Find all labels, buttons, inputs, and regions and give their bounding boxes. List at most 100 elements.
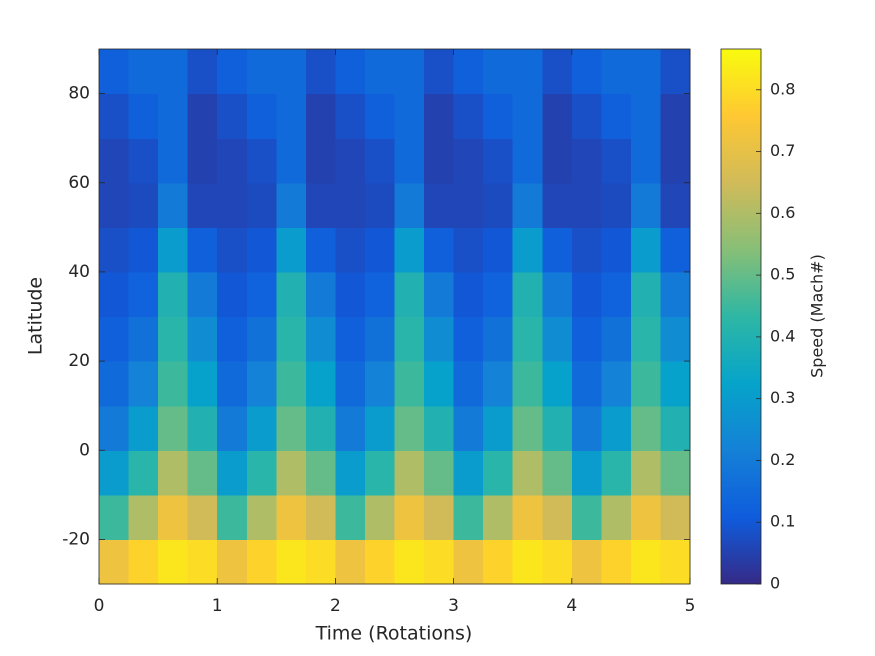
heatmap-cell [217, 405, 248, 451]
y-tick-label: 60 [68, 173, 90, 193]
heatmap-cell [364, 450, 396, 496]
heatmap-cell [99, 494, 130, 541]
heatmap-cell [424, 227, 455, 273]
heatmap-cell [128, 227, 159, 273]
y-tick-label: 80 [68, 84, 90, 104]
heatmap-cell [335, 138, 366, 184]
heatmap-cell [483, 227, 514, 273]
heatmap-cell [453, 494, 484, 541]
heatmap-cell [276, 316, 307, 362]
heatmap-cell [542, 494, 573, 541]
heatmap-cell [99, 138, 130, 184]
heatmap-cell [276, 539, 307, 585]
heatmap-cell [364, 49, 396, 95]
heatmap-cell [424, 271, 455, 318]
heatmap-cell [217, 49, 248, 95]
heatmap-cell [424, 494, 455, 541]
heatmap-cell [246, 271, 277, 318]
heatmap-cell [630, 316, 662, 362]
heatmap-cell [630, 494, 662, 541]
heatmap-cell [128, 138, 159, 184]
heatmap-cell [394, 49, 425, 95]
heatmap-cell [187, 227, 218, 273]
heatmap-cell [542, 227, 573, 273]
heatmap-cell [660, 93, 691, 139]
heatmap-cell [660, 227, 691, 273]
colorbar [720, 48, 762, 585]
heatmap-cell [512, 316, 543, 362]
heatmap-cell [660, 405, 691, 451]
heatmap-cell [571, 138, 602, 184]
heatmap-cell [305, 271, 336, 318]
x-tick-label: 0 [94, 596, 105, 616]
heatmap-cell [335, 227, 366, 273]
heatmap-cell [394, 93, 425, 139]
heatmap-cell [99, 227, 130, 273]
heatmap-cell [158, 316, 189, 362]
x-tick-label: 3 [448, 596, 459, 616]
heatmap-cell [158, 405, 189, 451]
heatmap-cell [158, 361, 189, 407]
heatmap-cell [217, 361, 248, 407]
heatmap-cell [453, 539, 484, 585]
heatmap-cell [335, 361, 366, 407]
heatmap-cell [512, 494, 543, 541]
heatmap-cell [305, 49, 336, 95]
heatmap-cell [571, 494, 602, 541]
heatmap-cell [305, 182, 336, 228]
heatmap-cell [217, 450, 248, 496]
heatmap-cell [542, 450, 573, 496]
heatmap-cell [601, 49, 632, 95]
heatmap-cell [424, 316, 455, 362]
heatmap-cell [542, 405, 573, 451]
heatmap-cell [453, 405, 484, 451]
heatmap-cell [276, 138, 307, 184]
heatmap-cell [99, 539, 130, 585]
heatmap-cell [276, 361, 307, 407]
heatmap-cell [601, 182, 632, 228]
heatmap-cell [453, 450, 484, 496]
heatmap-cell [601, 93, 632, 139]
heatmap-cell [394, 316, 425, 362]
heatmap-cell [542, 539, 573, 585]
heatmap-cell [128, 316, 159, 362]
axes-frame [98, 48, 691, 585]
heatmap-cell [99, 93, 130, 139]
heatmap-cell [483, 494, 514, 541]
colorbar-tick-label: 0.8 [770, 79, 795, 98]
heatmap-cell [246, 49, 277, 95]
heatmap-cell [571, 539, 602, 585]
heatmap-cell [571, 271, 602, 318]
heatmap-cell [512, 138, 543, 184]
colorbar-tick-label: 0 [770, 574, 780, 593]
heatmap-cell [217, 271, 248, 318]
heatmap-cell [542, 93, 573, 139]
heatmap-cell [601, 361, 632, 407]
heatmap-cell [158, 539, 189, 585]
heatmap-cell [276, 494, 307, 541]
heatmap-cell [99, 49, 130, 95]
heatmap-cell [364, 227, 396, 273]
x-tick-label: 5 [685, 596, 696, 616]
heatmap-cell [394, 494, 425, 541]
heatmap-cell [630, 182, 662, 228]
heatmap-cell [571, 361, 602, 407]
heatmap-cell [217, 539, 248, 585]
heatmap-cell [571, 182, 602, 228]
heatmap-cell [128, 405, 159, 451]
heatmap-cell [217, 182, 248, 228]
heatmap-cell [512, 271, 543, 318]
heatmap-cell [453, 227, 484, 273]
heatmap-cell [630, 93, 662, 139]
heatmap-cell [394, 405, 425, 451]
heatmap-cell [305, 138, 336, 184]
heatmap-cell [187, 316, 218, 362]
heatmap-cell [630, 405, 662, 451]
heatmap-cell [335, 494, 366, 541]
heatmap-cell [660, 271, 691, 318]
heatmap-cell [99, 405, 130, 451]
heatmap-cell [99, 182, 130, 228]
colorbar-tick-label: 0.7 [770, 141, 795, 160]
heatmap-cell [217, 316, 248, 362]
